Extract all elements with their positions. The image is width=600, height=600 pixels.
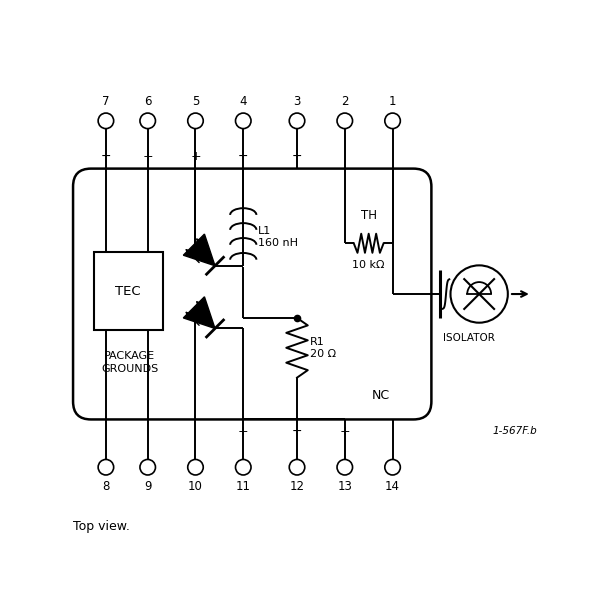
Circle shape: [337, 460, 353, 475]
Text: +: +: [238, 425, 248, 439]
Text: 12: 12: [290, 481, 305, 493]
Polygon shape: [184, 234, 215, 266]
Text: 11: 11: [236, 481, 251, 493]
Text: −: −: [292, 425, 302, 439]
Text: −: −: [292, 149, 302, 163]
Text: 2: 2: [341, 95, 349, 107]
Text: NC: NC: [371, 389, 389, 402]
Circle shape: [188, 460, 203, 475]
Text: 10: 10: [188, 481, 203, 493]
Text: R1
20 Ω: R1 20 Ω: [310, 337, 336, 359]
Text: 5: 5: [192, 95, 199, 107]
Bar: [94, 252, 163, 330]
Text: 3: 3: [293, 95, 301, 107]
Circle shape: [385, 113, 400, 128]
Text: ISOLATOR: ISOLATOR: [443, 333, 495, 343]
Text: 1: 1: [389, 95, 397, 107]
Circle shape: [337, 113, 353, 128]
Circle shape: [235, 113, 251, 128]
Circle shape: [140, 113, 155, 128]
Text: Top view.: Top view.: [73, 520, 130, 533]
Circle shape: [289, 460, 305, 475]
Text: −: −: [238, 149, 248, 163]
Text: 6: 6: [144, 95, 151, 107]
Circle shape: [98, 113, 113, 128]
Text: 9: 9: [144, 481, 151, 493]
Circle shape: [235, 460, 251, 475]
Circle shape: [385, 460, 400, 475]
Text: L1
160 nH: L1 160 nH: [258, 226, 298, 248]
Text: 1-567F.b: 1-567F.b: [493, 427, 538, 436]
FancyBboxPatch shape: [73, 169, 431, 419]
Circle shape: [98, 460, 113, 475]
Text: 8: 8: [102, 481, 110, 493]
Text: 4: 4: [239, 95, 247, 107]
Text: 14: 14: [385, 481, 400, 493]
Circle shape: [188, 113, 203, 128]
Text: 10 kΩ: 10 kΩ: [352, 260, 385, 270]
Circle shape: [140, 460, 155, 475]
Text: −: −: [101, 149, 111, 163]
Text: 13: 13: [337, 481, 352, 493]
Text: PACKAGE
GROUNDS: PACKAGE GROUNDS: [101, 351, 158, 374]
Circle shape: [289, 113, 305, 128]
Text: +: +: [190, 149, 201, 163]
Text: 7: 7: [102, 95, 110, 107]
Text: TH: TH: [361, 209, 377, 223]
Polygon shape: [184, 297, 215, 328]
Text: TEC: TEC: [115, 284, 141, 298]
Text: +: +: [142, 149, 153, 163]
Text: +: +: [340, 425, 350, 439]
